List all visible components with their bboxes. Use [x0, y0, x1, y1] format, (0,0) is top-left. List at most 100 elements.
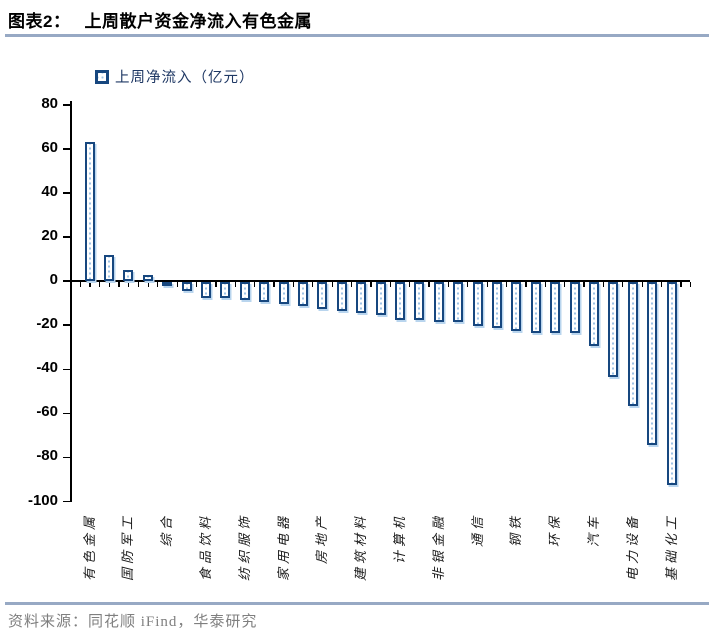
y-axis-tick	[63, 192, 70, 194]
y-axis-line	[70, 101, 72, 502]
x-axis-tick	[195, 282, 198, 287]
x-axis-tick	[79, 282, 81, 287]
x-axis-category-label: 汽车	[586, 513, 601, 548]
bar	[336, 282, 347, 311]
x-axis-tick	[544, 282, 546, 287]
x-axis-tick	[234, 282, 236, 287]
x-axis-tick	[215, 282, 217, 287]
x-axis-category-label: 通信	[469, 513, 485, 548]
bar	[666, 282, 677, 485]
source-text: 资料来源：同花顺 iFind，华泰研究	[8, 614, 258, 630]
y-axis-label: 80	[41, 95, 58, 112]
x-axis-tick	[273, 282, 275, 287]
legend-marker-icon	[95, 69, 109, 84]
y-axis-label: -40	[36, 359, 58, 377]
bar	[414, 282, 425, 320]
x-axis-tick	[331, 282, 333, 287]
bar	[569, 282, 580, 333]
x-axis-category-label: 建筑材料	[353, 513, 369, 582]
x-axis-tick	[128, 282, 130, 287]
x-axis-tick	[70, 282, 72, 287]
bar	[181, 282, 192, 292]
chart-number: 图表2：	[8, 12, 71, 31]
x-axis-tick	[525, 282, 527, 287]
bar	[453, 282, 464, 322]
x-axis-category-label: 基础化工	[663, 513, 679, 582]
y-axis-label: 60	[41, 139, 58, 157]
x-axis-tick	[147, 282, 149, 287]
x-axis-tick	[312, 282, 314, 287]
bar	[356, 282, 367, 314]
legend: 上周净流入（亿元）	[95, 66, 255, 87]
x-axis-tick	[622, 282, 624, 287]
bar	[492, 282, 502, 329]
y-axis-label: 0	[49, 271, 58, 289]
y-axis-tick	[63, 368, 70, 371]
y-axis-tick	[63, 148, 70, 150]
bar	[317, 282, 328, 309]
x-axis-tick	[467, 282, 469, 287]
x-axis-category-label: 有色金属	[81, 513, 97, 582]
bar	[220, 282, 231, 298]
bar	[84, 142, 95, 282]
x-axis-category-label: 房地产	[314, 513, 330, 565]
x-axis-category-label: 环保	[547, 513, 563, 548]
x-axis-category-label: 电力设备	[624, 513, 640, 582]
x-axis-tick	[176, 282, 178, 287]
x-axis-tick	[292, 282, 294, 287]
x-axis-category-label: 纺织服饰	[236, 513, 252, 582]
bar	[123, 270, 134, 282]
x-axis-category-label: 家用电器	[275, 513, 291, 582]
y-axis-label: 40	[41, 183, 58, 201]
x-axis-tick	[370, 282, 372, 287]
y-axis-tick	[63, 456, 70, 459]
y-axis-tick	[63, 236, 70, 238]
bar	[511, 282, 522, 331]
bar	[201, 282, 211, 298]
x-axis-tick	[137, 282, 139, 287]
x-axis-tick	[486, 282, 488, 287]
x-axis-line	[70, 280, 690, 283]
bar	[608, 282, 619, 377]
y-axis-label: -100	[27, 491, 58, 509]
bar	[627, 282, 638, 406]
y-axis-tick	[63, 500, 70, 503]
footer-divider	[5, 602, 709, 605]
x-axis-tick	[583, 282, 585, 287]
x-axis-tick	[254, 282, 256, 287]
y-axis-label: -80	[36, 447, 58, 465]
x-axis-tick	[428, 282, 430, 287]
x-axis-tick	[99, 282, 101, 287]
bar	[162, 282, 173, 287]
y-axis-tick	[63, 280, 70, 283]
x-axis-tick	[680, 282, 682, 287]
bar	[433, 282, 444, 322]
y-axis-tick	[63, 104, 70, 106]
bar	[298, 282, 308, 307]
x-axis-category-label: 综合	[159, 513, 175, 548]
x-axis-tick	[89, 282, 91, 287]
x-axis-tick	[118, 282, 120, 287]
x-axis-tick	[389, 282, 391, 287]
x-axis-tick	[409, 282, 411, 287]
legend-label: 上周净流入（亿元）	[115, 70, 255, 86]
bar	[239, 282, 250, 300]
chart-title-text: 上周散户资金净流入有色金属	[84, 12, 312, 31]
x-axis-category-label: 计算机	[392, 513, 407, 565]
bar	[375, 282, 386, 316]
bar	[259, 282, 270, 303]
x-axis-tick	[157, 282, 159, 287]
title-divider	[5, 34, 709, 37]
y-axis-label: -60	[36, 403, 58, 421]
page-title: 图表2： 上周散户资金净流入有色金属	[8, 7, 312, 32]
y-axis-tick	[63, 324, 70, 327]
bar	[589, 282, 599, 347]
x-axis-tick	[108, 282, 110, 287]
x-axis-category-label: 国防军工	[120, 513, 136, 582]
x-axis-tick	[350, 282, 353, 287]
bar	[278, 282, 289, 305]
bar	[395, 282, 405, 320]
x-axis-tick	[660, 282, 663, 287]
